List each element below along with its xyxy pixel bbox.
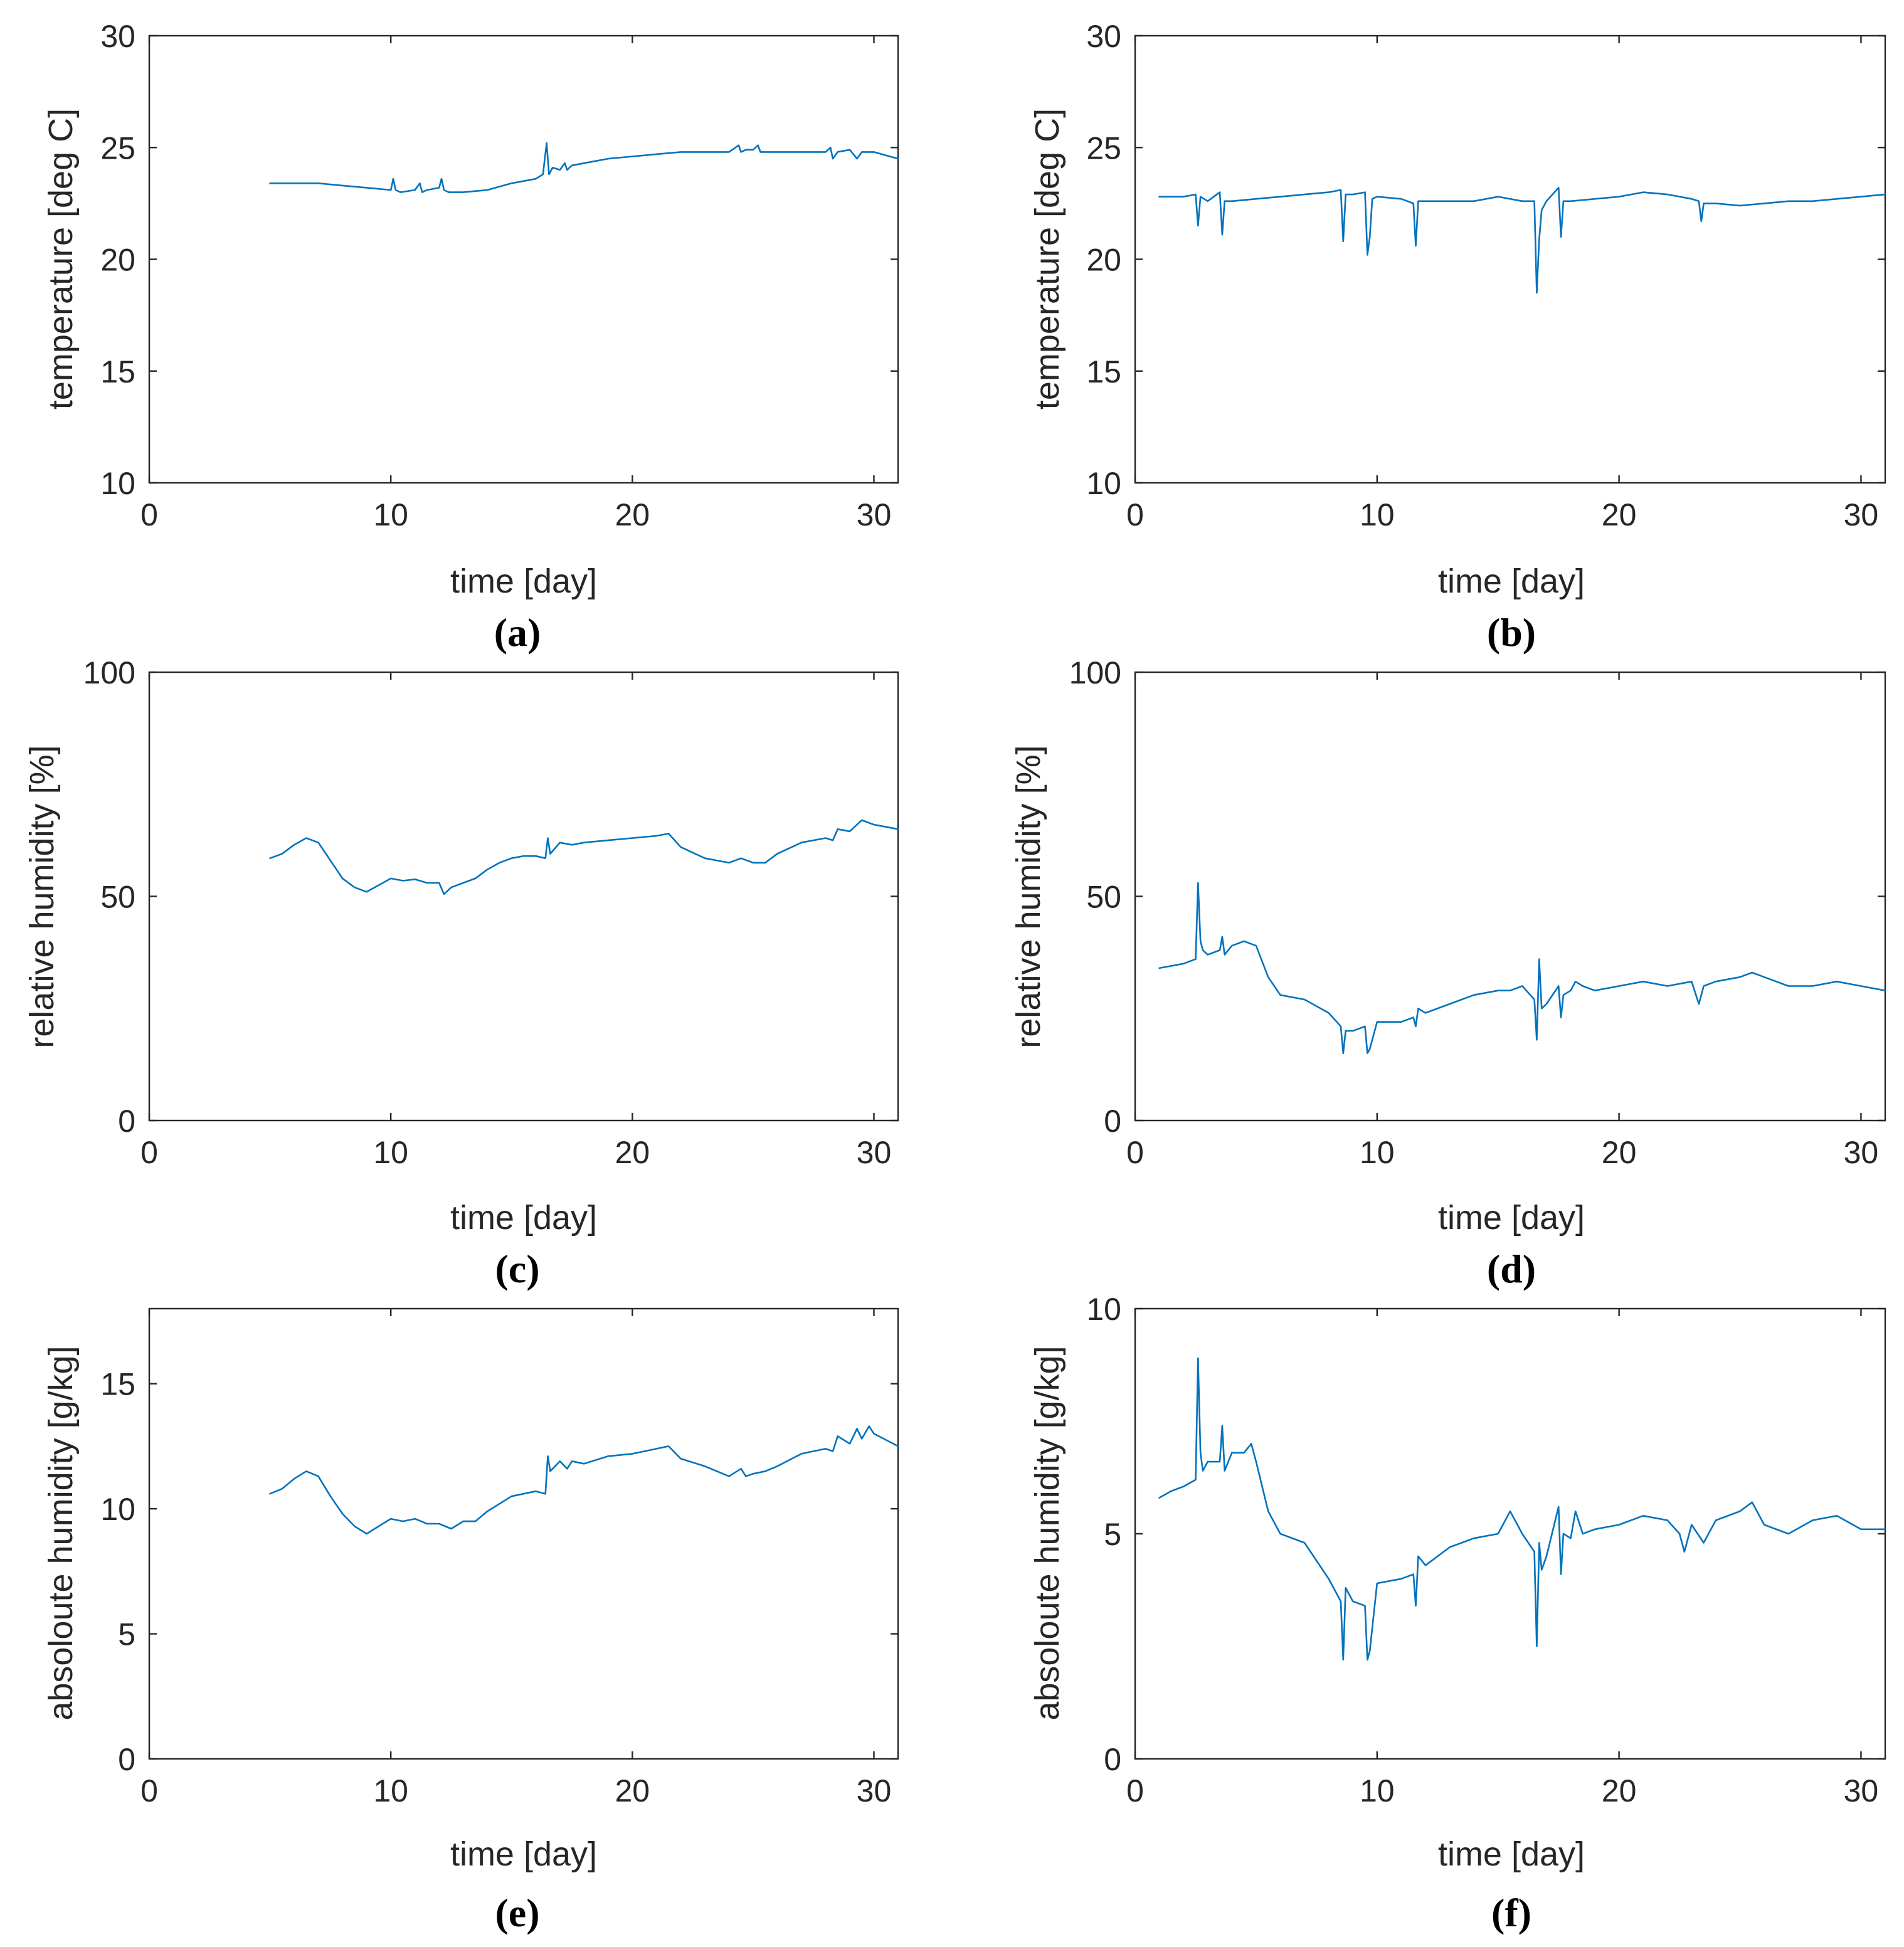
panel-b-xlabel: time [day] [1438,562,1585,600]
x-tick-label: 10 [373,1773,408,1808]
panel-b-plot-area [1134,34,1886,484]
x-tick-label: 0 [140,1135,158,1170]
x-tick-label: 10 [373,497,408,532]
panel-c-xlabel: time [day] [450,1199,597,1237]
panel-c: 0 10 20 30 0 50 100 time [day] relative humidi… [23,655,899,1291]
panel-f-ylabel: absoloute humidity [g/kg] [1029,1346,1066,1720]
panel-b-series [1158,187,1886,294]
y-tick-label: 10 [100,466,135,501]
series-line-c [269,819,899,895]
panel-f-series [1158,1357,1886,1661]
y-tick-label: 0 [118,1742,135,1777]
x-tick-label: 30 [857,497,892,532]
panel-d-xlabel: time [day] [1438,1199,1585,1237]
y-tick-label: 30 [100,19,135,54]
x-tick-label: 20 [615,1773,650,1808]
y-tick-label: 0 [118,1104,135,1139]
panel-e-xlabel: time [day] [450,1835,597,1873]
y-tick-label: 0 [1104,1742,1121,1777]
x-tick-label: 30 [857,1135,892,1170]
y-tick-label: 10 [1086,1292,1121,1327]
panel-d-label: (d) [1487,1247,1536,1291]
y-tick-label: 15 [100,354,135,389]
panel-c-plot-area [148,671,899,1122]
panel-f-plot-area [1134,1307,1886,1760]
y-tick-label: 10 [1086,466,1121,501]
panel-e-ylabel: absoloute humidity [g/kg] [42,1346,80,1720]
x-tick-label: 10 [1360,497,1395,532]
y-tick-label: 25 [100,130,135,166]
series-line-f [1158,1357,1886,1661]
x-tick-label: 10 [1360,1135,1395,1170]
panel-a-plot-area [148,34,899,484]
panel-c-label: (c) [495,1247,539,1291]
x-tick-label: 30 [857,1773,892,1808]
y-tick-label: 100 [83,655,135,690]
panel-a-ylabel: temperature [deg C] [42,108,80,409]
panel-b-label: (b) [1487,610,1536,655]
y-tick-label: 15 [1086,354,1121,389]
series-line-a [269,142,899,193]
x-tick-label: 20 [1602,497,1637,532]
panel-f: 0 10 20 30 0 5 10 time [day] absoloute humidit… [1029,1292,1886,1935]
x-tick-label: 30 [1844,1773,1879,1808]
panel-e-ticks: 0 10 20 30 0 5 10 15 [100,1307,899,1808]
panel-c-series [269,819,899,895]
x-tick-label: 20 [615,1135,650,1170]
y-tick-label: 30 [1086,19,1121,54]
panel-d-series [1158,882,1886,1055]
y-tick-label: 20 [1086,243,1121,278]
panel-c-ylabel: relative humidity [%] [23,745,61,1048]
panel-e: 0 10 20 30 0 5 10 15 time [day] absoloute humid… [42,1307,899,1935]
panel-f-ticks: 0 10 20 30 0 5 10 [1086,1292,1886,1808]
series-line-d [1158,882,1886,1055]
x-tick-label: 30 [1844,1135,1879,1170]
panel-f-label: (f) [1491,1891,1531,1935]
x-tick-label: 0 [140,497,158,532]
x-tick-label: 20 [615,497,650,532]
panel-a-series [269,142,899,193]
x-tick-label: 0 [140,1773,158,1808]
panel-b-ylabel: temperature [deg C] [1029,108,1066,409]
x-tick-label: 0 [1126,497,1144,532]
x-tick-label: 0 [1126,1135,1144,1170]
y-tick-label: 10 [100,1492,135,1527]
series-line-e [269,1425,899,1535]
x-tick-label: 20 [1602,1135,1637,1170]
y-tick-label: 15 [100,1367,135,1402]
x-tick-label: 20 [1602,1773,1637,1808]
y-tick-label: 20 [100,243,135,278]
y-tick-label: 5 [1104,1517,1121,1552]
panel-d: 0 10 20 30 0 50 100 time [day] relative humidi… [1010,655,1886,1291]
x-tick-label: 10 [373,1135,408,1170]
panel-a-xlabel: time [day] [450,562,597,600]
panel-f-xlabel: time [day] [1438,1835,1585,1873]
panel-e-series [269,1425,899,1535]
x-tick-label: 0 [1126,1773,1144,1808]
panel-e-label: (e) [495,1891,539,1935]
x-tick-label: 10 [1360,1773,1395,1808]
panel-d-ylabel: relative humidity [%] [1010,745,1047,1048]
series-line-b [1158,187,1886,294]
panel-d-plot-area [1134,671,1886,1122]
panel-d-ticks: 0 10 20 30 0 50 100 [1069,655,1886,1170]
y-tick-label: 25 [1086,130,1121,166]
y-tick-label: 5 [118,1617,135,1652]
panel-c-ticks: 0 10 20 30 0 50 100 [83,655,899,1170]
panel-e-plot-area [148,1307,899,1760]
panel-a-label: (a) [494,610,541,655]
y-tick-label: 100 [1069,655,1121,690]
y-tick-label: 0 [1104,1104,1121,1139]
y-tick-label: 50 [1086,880,1121,915]
x-tick-label: 30 [1844,497,1879,532]
y-tick-label: 50 [100,880,135,915]
